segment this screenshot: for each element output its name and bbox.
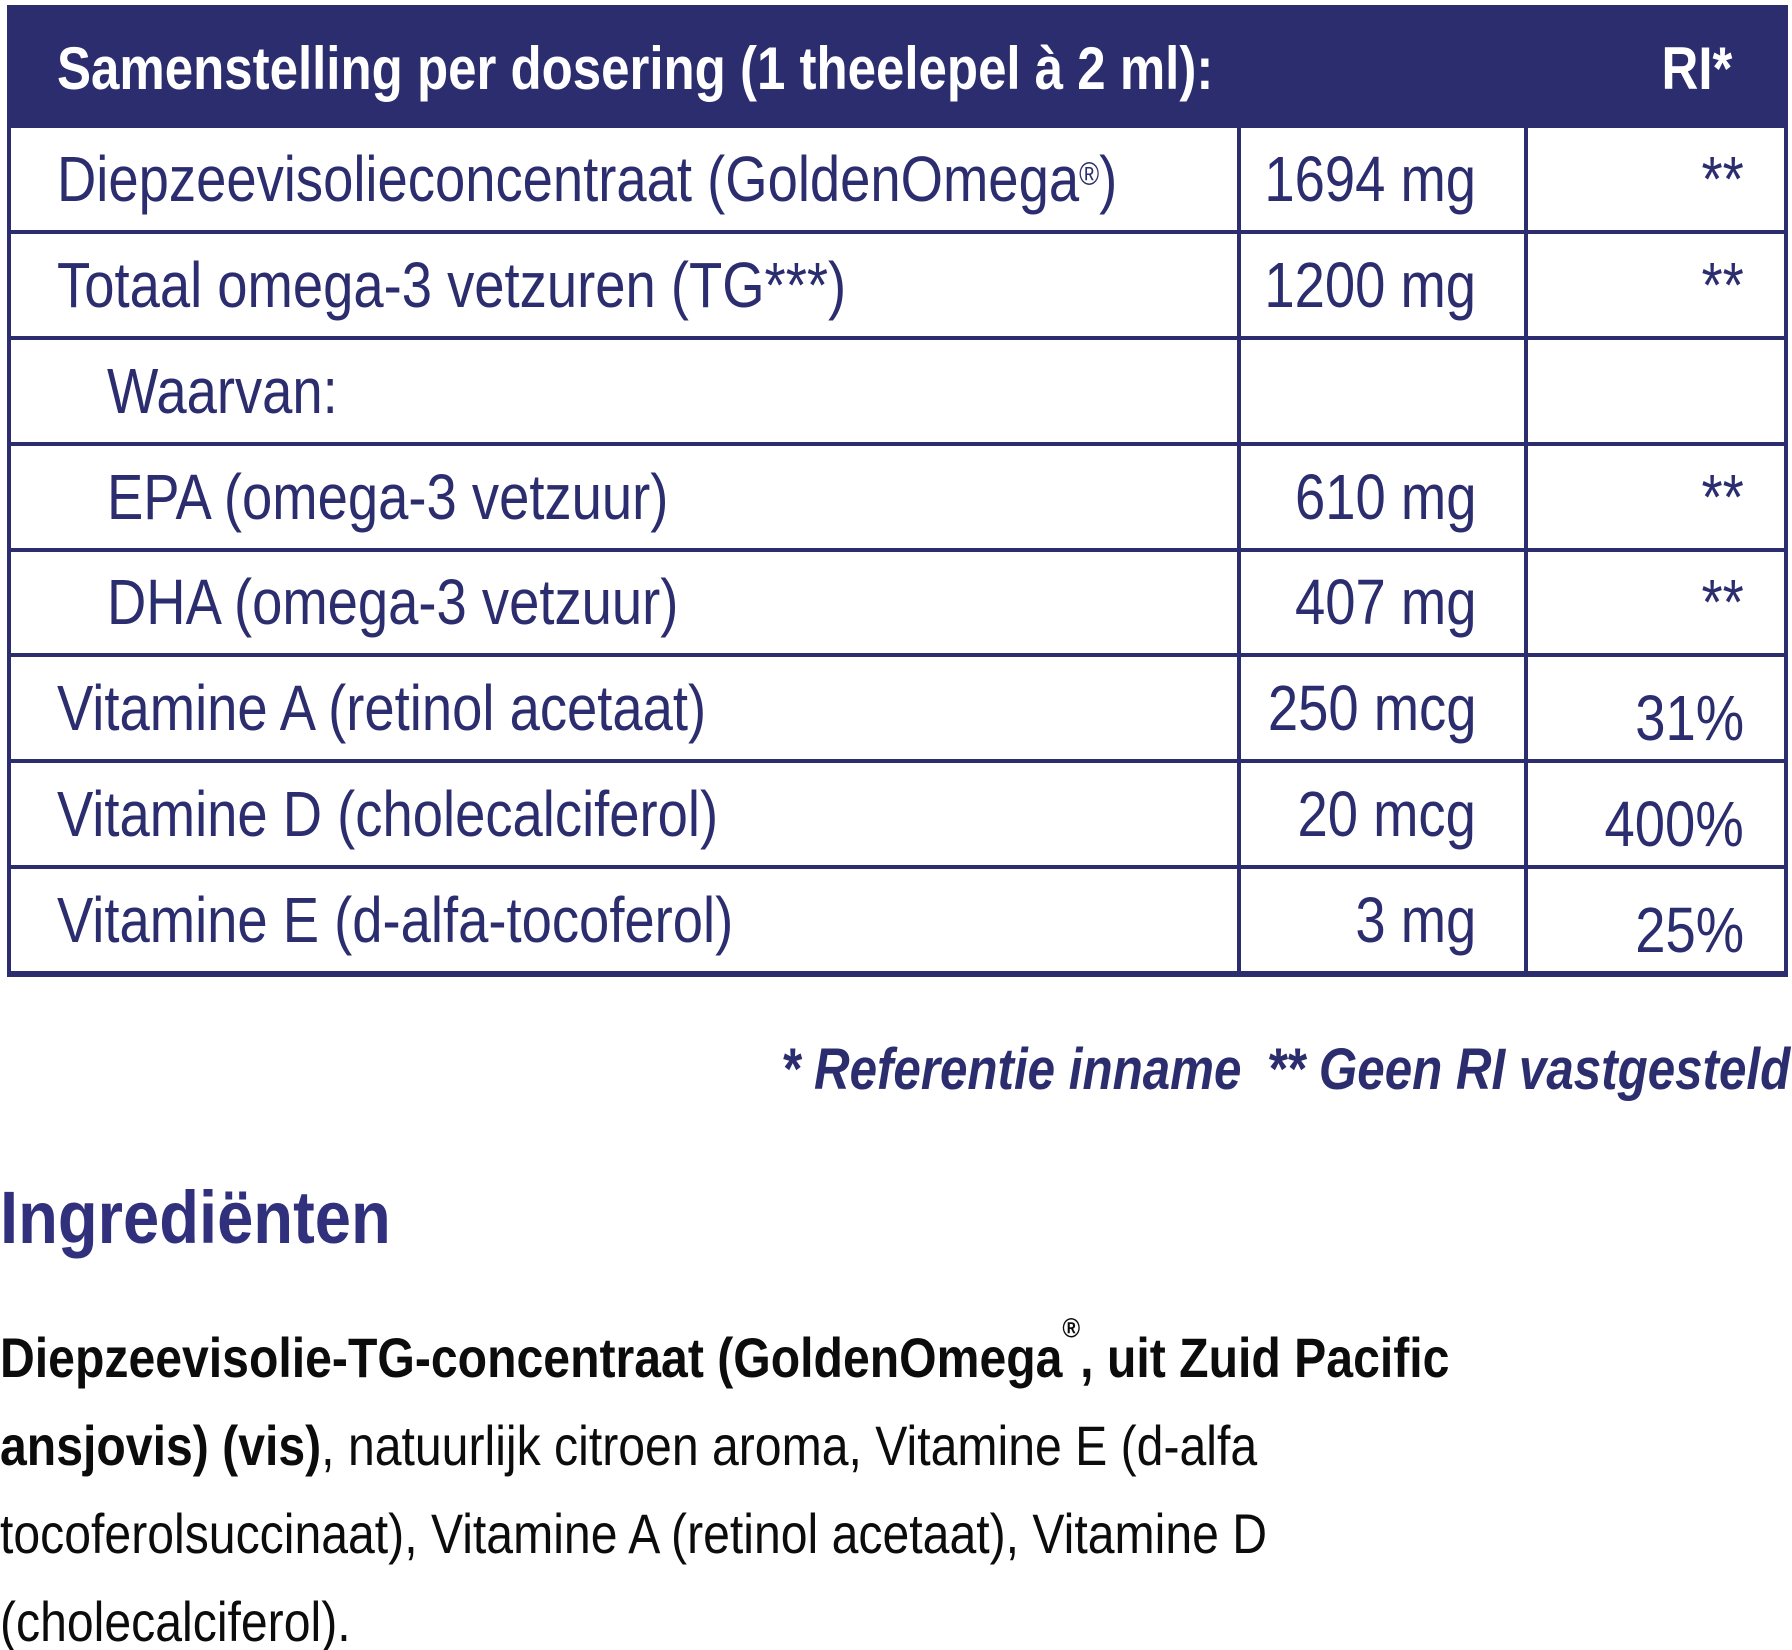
amount-value: 3 mg xyxy=(1355,884,1476,957)
ingredients-heading: Ingrediënten xyxy=(0,1168,444,1268)
amount-value: 610 mg xyxy=(1294,460,1476,533)
ingredients-line-regular: (cholecalciferol). xyxy=(0,1589,351,1650)
ri-cell: ** xyxy=(1524,233,1784,336)
ingredient-name: Vitamine A (retinol acetaat) xyxy=(57,672,707,745)
table-title: Samenstelling per dosering (1 theelepel … xyxy=(57,35,1214,102)
table-row: Vitamine E (d-alfa-tocoferol) 3 mg 25% xyxy=(11,865,1784,971)
ingredients-heading-text: Ingrediënten xyxy=(0,1176,391,1259)
ri-cell xyxy=(1524,339,1784,442)
ingredient-name-cell: Totaal omega-3 vetzuren (TG***) xyxy=(11,234,1237,336)
table-row: Vitamine D (cholecalciferol) 20 mcg 400% xyxy=(11,759,1784,866)
ingredients-line: tocoferolsuccinaat), Vitamine A (retinol… xyxy=(0,1490,1792,1578)
amount-cell: 250 mcg xyxy=(1237,657,1524,760)
amount-cell: 20 mcg xyxy=(1237,763,1524,866)
ri-value: ** xyxy=(1701,142,1744,215)
table-body: Diepzeevisolieconcentraat (GoldenOmega®)… xyxy=(11,128,1784,971)
ingredient-name: Diepzeevisolieconcentraat (GoldenOmega®) xyxy=(57,142,1118,215)
amount-cell: 1200 mg xyxy=(1237,233,1524,336)
ingredient-name: EPA (omega-3 vetzuur) xyxy=(107,460,669,533)
ingredients-line: Diepzeevisolie-TG-concentraat (GoldenOme… xyxy=(0,1284,1792,1402)
amount-cell xyxy=(1237,339,1524,442)
ingredient-name-cell: Vitamine D (cholecalciferol) xyxy=(11,763,1237,865)
ingredients-line-regular: , natuurlijk citroen aroma, Vitamine E (… xyxy=(321,1413,1258,1477)
ri-value: ** xyxy=(1701,566,1744,639)
ingredient-name: Vitamine D (cholecalciferol) xyxy=(57,778,719,851)
amount-value: 1200 mg xyxy=(1264,248,1476,321)
table-row: DHA (omega-3 vetzuur) 407 mg ** xyxy=(11,547,1784,654)
composition-table: Samenstelling per dosering (1 theelepel … xyxy=(7,5,1788,977)
table-row: EPA (omega-3 vetzuur) 610 mg ** xyxy=(11,441,1784,548)
ingredient-name-cell: DHA (omega-3 vetzuur) xyxy=(11,552,1237,654)
ingredient-name-cell: EPA (omega-3 vetzuur) xyxy=(11,446,1237,548)
ingredients-line-regular: tocoferolsuccinaat), Vitamine A (retinol… xyxy=(0,1501,1268,1565)
ingredient-name: DHA (omega-3 vetzuur) xyxy=(107,566,679,639)
footnote-ri: * Referentie inname xyxy=(780,1037,1242,1102)
ingredient-name: Waarvan: xyxy=(107,354,338,427)
footnote-text: * Referentie inname ** Geen RI vastgestel… xyxy=(781,1028,1790,1112)
ingredients-line-bold: Diepzeevisolie-TG-concentraat (GoldenOme… xyxy=(0,1312,1450,1389)
amount-cell: 610 mg xyxy=(1237,445,1524,548)
ri-cell: 31% xyxy=(1524,657,1784,760)
ri-value: 400% xyxy=(1604,788,1744,861)
footnote-no-ri: ** Geen RI vastgesteld xyxy=(1266,1037,1790,1102)
ingredients-paragraph: Diepzeevisolie-TG-concentraat (GoldenOme… xyxy=(0,1284,1792,1650)
ri-value: 31% xyxy=(1635,682,1744,755)
ingredient-name-cell: Vitamine A (retinol acetaat) xyxy=(11,657,1237,759)
ingredients-line-bold: ansjovis) (vis) xyxy=(0,1413,322,1477)
ri-cell: ** xyxy=(1524,445,1784,548)
ri-value: ** xyxy=(1701,248,1744,321)
table-row: Totaal omega-3 vetzuren (TG***) 1200 mg … xyxy=(11,229,1784,336)
ingredient-name-cell: Vitamine E (d-alfa-tocoferol) xyxy=(11,869,1237,971)
ingredient-name: Totaal omega-3 vetzuren (TG***) xyxy=(57,248,847,321)
ingredient-name: Vitamine E (d-alfa-tocoferol) xyxy=(57,884,734,957)
table-row: Waarvan: xyxy=(11,335,1784,442)
ri-column-header: RI* xyxy=(1661,35,1732,102)
ingredients-line: (cholecalciferol). xyxy=(0,1578,1792,1650)
table-header-row: Samenstelling per dosering (1 theelepel … xyxy=(11,9,1784,128)
amount-cell: 3 mg xyxy=(1237,869,1524,971)
amount-cell: 407 mg xyxy=(1237,551,1524,654)
amount-value: 407 mg xyxy=(1294,566,1476,639)
ingredient-name-cell: Waarvan: xyxy=(11,340,1237,442)
ri-value: 25% xyxy=(1635,894,1744,966)
ri-cell: 25% xyxy=(1524,869,1784,971)
ri-cell: ** xyxy=(1524,128,1784,230)
ri-cell: 400% xyxy=(1524,763,1784,866)
table-row: Diepzeevisolieconcentraat (GoldenOmega®)… xyxy=(11,128,1784,230)
ri-value: ** xyxy=(1701,460,1744,533)
amount-cell: 1694 mg xyxy=(1237,128,1524,230)
amount-value: 250 mcg xyxy=(1267,672,1476,745)
table-row: Vitamine A (retinol acetaat) 250 mcg 31% xyxy=(11,653,1784,760)
footnote: * Referentie inname ** Geen RI vastgestel… xyxy=(603,1028,1790,1112)
ingredients-line: ansjovis) (vis), natuurlijk citroen arom… xyxy=(0,1402,1792,1490)
amount-value: 1694 mg xyxy=(1264,142,1476,215)
ri-cell: ** xyxy=(1524,551,1784,654)
ingredient-name-cell: Diepzeevisolieconcentraat (GoldenOmega®) xyxy=(11,128,1237,230)
amount-value: 20 mcg xyxy=(1297,778,1476,851)
